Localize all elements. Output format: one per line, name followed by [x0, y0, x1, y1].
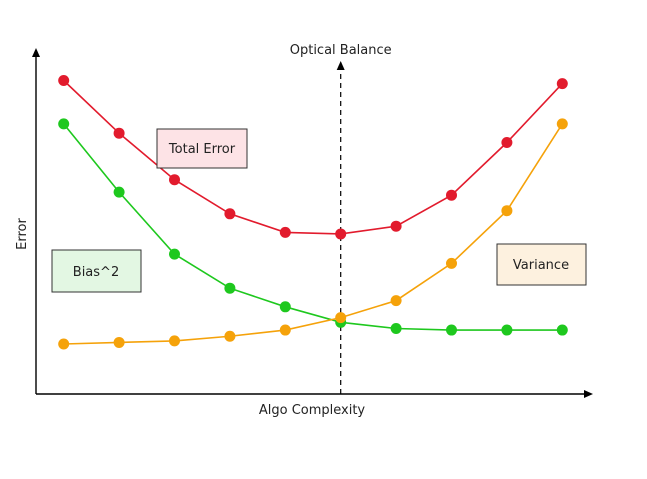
optical-balance-arrow	[336, 61, 345, 70]
data-point-variance-3	[169, 335, 180, 347]
data-point-total-error-4	[224, 208, 236, 220]
legend-label-bias: Bias^2	[73, 265, 119, 280]
data-point-bias-2-10	[556, 324, 568, 336]
legend-box-total-error: Total Error	[156, 128, 248, 169]
series-bias-2	[58, 118, 568, 336]
data-point-bias-2-2	[113, 186, 125, 198]
axes	[32, 48, 593, 398]
series-variance	[58, 118, 568, 350]
series-total-error	[58, 75, 568, 240]
data-point-bias-2-3	[169, 248, 180, 260]
legend-box-variance: Variance	[496, 243, 587, 286]
data-point-bias-2-4	[224, 282, 236, 294]
data-point-variance-5	[279, 324, 291, 336]
data-point-variance-8	[446, 257, 457, 269]
data-point-total-error-8	[446, 189, 457, 201]
data-point-total-error-9	[501, 137, 513, 148]
legend-label-variance: Variance	[513, 258, 569, 273]
series-line-variance	[63, 123, 563, 345]
data-point-total-error-10	[556, 78, 568, 90]
data-point-variance-10	[556, 118, 568, 130]
legend-label-total-error: Total Error	[168, 142, 236, 157]
optical-balance-label: Optical Balance	[290, 43, 392, 58]
data-point-total-error-7	[390, 220, 402, 232]
series-line-bias-2	[63, 123, 563, 331]
data-point-variance-6	[335, 312, 347, 324]
data-point-bias-2-9	[501, 324, 513, 336]
data-point-total-error-2	[113, 127, 125, 139]
data-point-total-error-1	[58, 75, 70, 86]
data-point-bias-2-8	[446, 324, 457, 336]
y-axis-label: Error	[15, 218, 30, 250]
data-point-total-error-3	[169, 174, 180, 186]
data-point-total-error-5	[279, 226, 291, 238]
data-point-variance-7	[390, 295, 402, 307]
data-point-bias-2-5	[279, 301, 291, 313]
data-point-bias-2-1	[58, 118, 70, 130]
data-point-variance-1	[58, 338, 70, 350]
y-axis-arrow	[32, 48, 40, 57]
series-line-total-error	[63, 79, 563, 235]
data-point-total-error-6	[335, 228, 347, 240]
reference-line: Optical Balance	[290, 43, 392, 394]
legend-box-bias: Bias^2	[51, 249, 142, 293]
data-point-bias-2-7	[390, 323, 402, 334]
data-point-variance-4	[224, 330, 236, 342]
data-point-variance-9	[501, 205, 513, 217]
x-axis-arrow	[584, 390, 593, 398]
series-layer	[58, 75, 568, 350]
x-axis-label: Algo Complexity	[259, 403, 366, 418]
data-point-variance-2	[113, 336, 125, 348]
